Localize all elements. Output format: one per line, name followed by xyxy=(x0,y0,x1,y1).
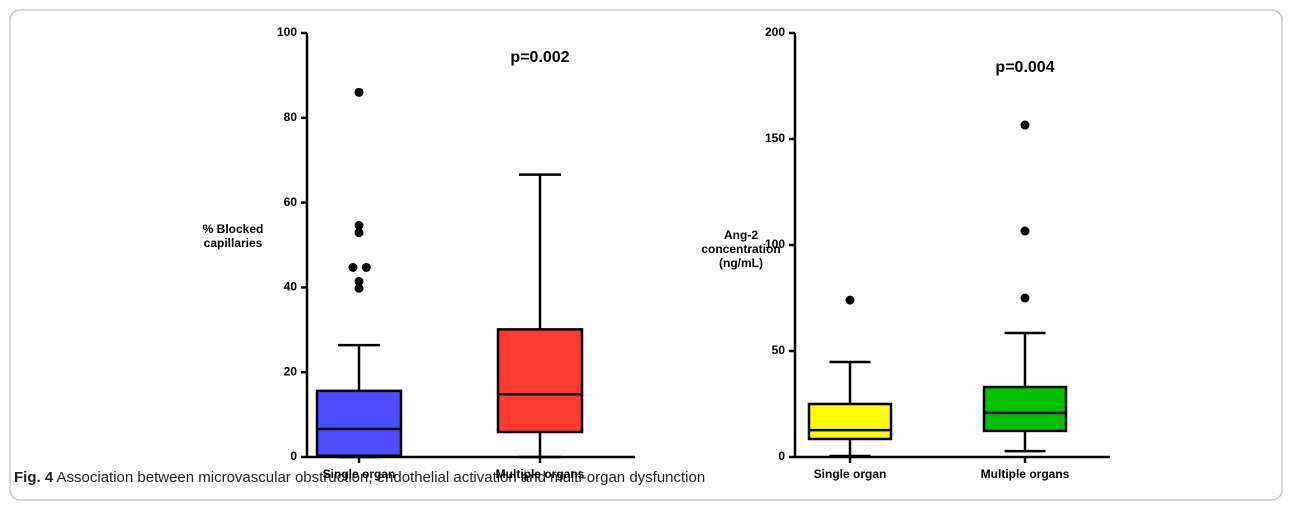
annotation: p=0.002 xyxy=(510,49,569,66)
y-tick-label: 40 xyxy=(284,280,298,294)
y-tick-label: 50 xyxy=(772,343,786,357)
annotation: p=0.004 xyxy=(995,59,1054,76)
box xyxy=(496,328,584,434)
box xyxy=(315,389,403,457)
y-axis-label-line: concentration xyxy=(701,242,780,256)
y-axis-label: % Blocked capillaries xyxy=(203,222,264,250)
y-axis-label-line: % Blocked xyxy=(203,222,264,236)
caption-text: Association between microvascular obstru… xyxy=(57,469,706,486)
y-tick-label: 150 xyxy=(765,131,785,145)
y-tick-label: 80 xyxy=(284,110,298,124)
x-tick-label: Multiple organs xyxy=(981,467,1070,481)
y-tick-label: 20 xyxy=(284,364,298,378)
y-tick-label: 100 xyxy=(765,237,785,251)
box xyxy=(982,385,1068,433)
outlier xyxy=(354,228,364,238)
outlier xyxy=(1020,120,1030,130)
x-tick-label: Single organ xyxy=(814,467,887,481)
x-tick-label: Single organ xyxy=(323,467,396,481)
y-tick-label: 0 xyxy=(778,449,785,463)
y-tick-label: 200 xyxy=(765,25,785,39)
frame xyxy=(9,9,1283,501)
y-tick-label: 60 xyxy=(284,195,298,209)
box xyxy=(807,402,893,441)
outlier xyxy=(1020,226,1030,236)
outlier xyxy=(1020,293,1030,303)
y-axis-label-line: Ang-2 xyxy=(724,228,758,242)
x-tick-label: Multiple organs xyxy=(496,467,585,481)
outlier xyxy=(354,87,364,97)
y-axis-label: Ang-2 concentration (ng/mL) xyxy=(701,228,780,270)
y-axis-label-line: (ng/mL) xyxy=(719,256,763,270)
outlier xyxy=(845,295,855,305)
y-axis-label-line: capillaries xyxy=(204,236,263,250)
outlier xyxy=(348,262,358,272)
y-tick-label: 100 xyxy=(277,25,297,39)
outlier xyxy=(354,276,364,286)
caption-label: Fig. 4 xyxy=(14,469,54,486)
outlier xyxy=(354,283,364,293)
outlier xyxy=(354,220,364,230)
caption: Fig. 4 Association between microvascular… xyxy=(14,469,705,486)
y-tick-label: 0 xyxy=(290,449,297,463)
outlier xyxy=(361,262,371,272)
